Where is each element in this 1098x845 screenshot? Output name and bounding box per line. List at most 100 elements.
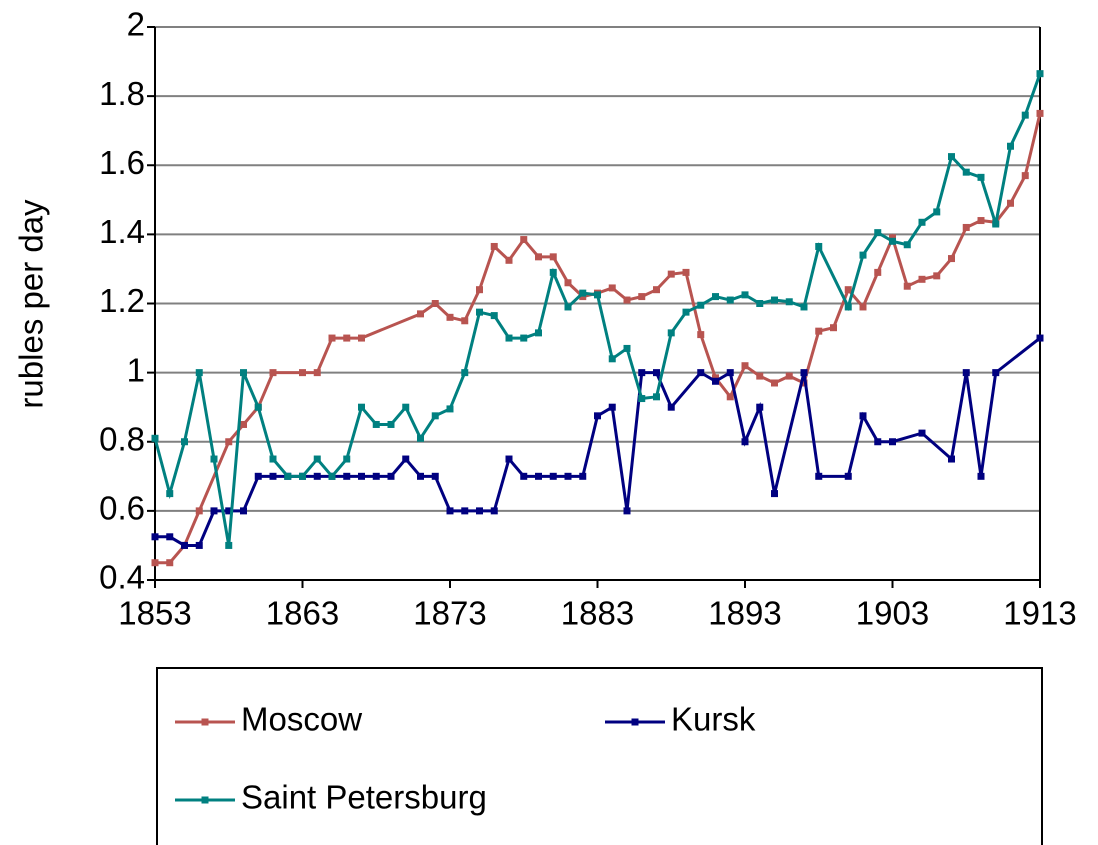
point bbox=[417, 472, 424, 480]
point bbox=[638, 395, 646, 403]
point bbox=[903, 241, 911, 249]
point bbox=[918, 275, 926, 283]
point bbox=[948, 153, 955, 161]
point bbox=[667, 403, 675, 411]
point bbox=[402, 403, 410, 411]
point bbox=[535, 253, 542, 261]
point bbox=[771, 379, 778, 387]
point bbox=[874, 438, 882, 446]
point bbox=[623, 296, 631, 304]
point bbox=[785, 372, 793, 380]
point bbox=[240, 369, 247, 377]
point bbox=[417, 434, 424, 442]
point bbox=[859, 251, 867, 259]
point bbox=[726, 296, 734, 304]
point bbox=[653, 369, 660, 377]
point bbox=[608, 403, 616, 411]
y-tick-label: 1.8 bbox=[99, 75, 145, 112]
point bbox=[844, 472, 852, 480]
y-tick-label: 0.6 bbox=[99, 490, 145, 527]
y-tick-label: 0.4 bbox=[99, 559, 145, 596]
point bbox=[992, 369, 1000, 377]
point bbox=[977, 217, 985, 225]
point bbox=[431, 472, 439, 480]
point bbox=[549, 268, 557, 276]
y-tick-label: 1.4 bbox=[99, 213, 145, 250]
point bbox=[387, 420, 395, 428]
point bbox=[948, 455, 955, 463]
point bbox=[372, 472, 380, 480]
point bbox=[889, 237, 896, 245]
point bbox=[977, 173, 985, 181]
point bbox=[358, 403, 365, 411]
point bbox=[1007, 199, 1014, 207]
point bbox=[151, 533, 159, 541]
point bbox=[815, 472, 823, 480]
point bbox=[181, 438, 188, 446]
legend-marker bbox=[201, 796, 209, 804]
point bbox=[653, 393, 660, 401]
y-tick-label: 1.6 bbox=[99, 144, 145, 181]
point bbox=[343, 455, 351, 463]
legend-label: Moscow bbox=[241, 701, 362, 738]
point bbox=[240, 420, 247, 428]
point bbox=[623, 507, 631, 515]
point bbox=[859, 412, 867, 420]
point bbox=[195, 369, 203, 377]
point bbox=[874, 268, 882, 276]
point bbox=[697, 369, 705, 377]
y-tick-label: 0.8 bbox=[99, 420, 145, 457]
point bbox=[844, 286, 852, 294]
point bbox=[771, 490, 778, 498]
point bbox=[756, 300, 764, 307]
point bbox=[520, 334, 528, 342]
y-tick-label: 1.2 bbox=[99, 282, 145, 319]
point bbox=[638, 369, 646, 377]
point bbox=[446, 507, 454, 515]
point bbox=[358, 334, 365, 342]
point bbox=[505, 256, 513, 264]
point bbox=[431, 300, 439, 307]
point bbox=[343, 472, 351, 480]
point bbox=[313, 369, 321, 377]
point bbox=[1021, 172, 1029, 180]
point bbox=[269, 455, 277, 463]
point bbox=[269, 369, 277, 377]
point bbox=[417, 310, 424, 318]
point bbox=[476, 507, 483, 515]
point bbox=[535, 472, 542, 480]
point bbox=[948, 255, 955, 263]
point bbox=[800, 303, 808, 311]
point bbox=[874, 229, 882, 237]
legend-label: Kursk bbox=[671, 701, 756, 738]
point bbox=[859, 303, 867, 311]
point bbox=[889, 438, 896, 446]
point bbox=[741, 438, 749, 446]
point bbox=[328, 472, 336, 480]
point bbox=[844, 303, 852, 311]
point bbox=[225, 507, 233, 515]
point bbox=[166, 559, 174, 567]
legend-label: Saint Petersburg bbox=[241, 779, 487, 816]
point bbox=[564, 303, 572, 311]
x-tick-label: 1863 bbox=[266, 595, 339, 632]
point bbox=[623, 344, 631, 352]
point bbox=[1036, 334, 1044, 342]
point bbox=[269, 472, 277, 480]
point bbox=[461, 369, 469, 377]
point bbox=[490, 242, 498, 250]
point bbox=[343, 334, 351, 342]
point bbox=[535, 329, 542, 337]
point bbox=[313, 455, 321, 463]
point bbox=[682, 308, 690, 316]
point bbox=[564, 472, 572, 480]
point bbox=[962, 369, 970, 377]
point bbox=[151, 559, 159, 567]
y-axis-label: rubles per day bbox=[13, 199, 50, 409]
point bbox=[195, 507, 203, 515]
point bbox=[785, 298, 793, 306]
point bbox=[151, 434, 159, 442]
point bbox=[579, 472, 587, 480]
legend-marker bbox=[201, 718, 209, 726]
